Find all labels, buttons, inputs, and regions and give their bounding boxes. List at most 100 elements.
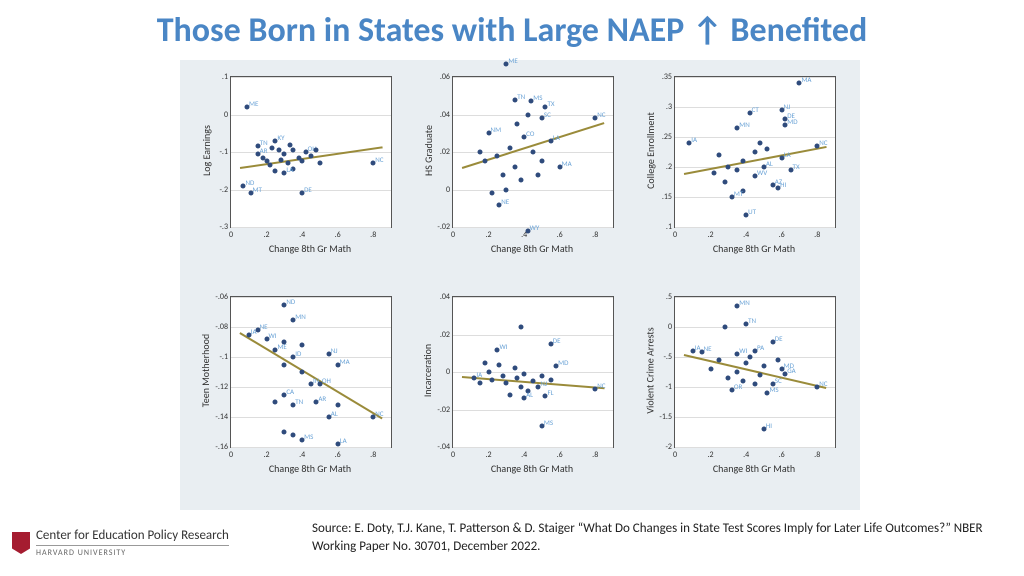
x-tick: 0 — [229, 227, 233, 240]
org-name: Center for Education Policy Research — [36, 528, 229, 543]
scatter-point — [744, 361, 749, 366]
y-tick: 0 — [446, 185, 453, 195]
scatter-point — [300, 343, 305, 348]
point-label: MN — [739, 120, 750, 129]
scatter-point — [287, 142, 292, 147]
x-tick: .6 — [779, 227, 785, 240]
plot-area: .1.15.2.25.3.350.2.4.6.8MANJDECTMNMDIANC… — [674, 76, 836, 228]
scatter-point — [747, 355, 752, 360]
x-tick: 0 — [451, 447, 455, 460]
x-axis-label: Change 8th Gr Math — [674, 242, 834, 255]
plot-area: -.020.02.04.060.2.4.6.8METNMSTXSCNCNMCOL… — [452, 76, 614, 228]
y-axis-label: Incarceration — [420, 290, 436, 450]
x-tick: .6 — [557, 447, 563, 460]
point-label: TN — [517, 92, 525, 101]
x-tick: .2 — [708, 227, 714, 240]
source-citation: Source: E. Doty, T.J. Kane, T. Patterson… — [312, 520, 992, 555]
point-label: AL — [331, 409, 338, 418]
scatter-point — [507, 392, 512, 397]
point-label: KY — [277, 133, 284, 142]
x-tick: 0 — [451, 227, 455, 240]
y-tick: 0 — [224, 110, 231, 120]
point-label: AR — [260, 146, 268, 155]
point-label: NE — [260, 322, 268, 331]
point-label: MD — [558, 358, 568, 367]
point-label: WV — [757, 168, 767, 177]
point-label: WI — [269, 331, 277, 340]
scatter-point — [753, 150, 758, 155]
point-label: CA — [286, 387, 294, 396]
panel-1: HS Graduate-.020.02.04.060.2.4.6.8METNMS… — [420, 70, 620, 275]
y-tick: -.02 — [437, 405, 453, 415]
scatter-point — [761, 364, 766, 369]
x-tick: .8 — [814, 447, 820, 460]
point-label: NJ — [331, 346, 338, 355]
scatter-point — [758, 141, 763, 146]
point-label: MS — [544, 418, 553, 427]
point-label: HI — [780, 180, 786, 189]
point-label: SC — [775, 376, 782, 385]
y-axis-label: Teen Motherhood — [198, 290, 214, 450]
y-tick: .5 — [666, 292, 675, 302]
scatter-point — [726, 376, 731, 381]
scatter-point — [495, 153, 500, 158]
scatter-point — [317, 161, 322, 166]
point-label: MN — [739, 298, 750, 307]
point-label: MS — [533, 93, 542, 102]
x-axis-label: Change 8th Gr Math — [452, 462, 612, 475]
panel-2: College Enrollment.1.15.2.25.3.350.2.4.6… — [642, 70, 842, 275]
y-tick: -.1 — [219, 352, 231, 362]
y-tick: .25 — [662, 132, 675, 142]
y-tick: -.06 — [215, 292, 231, 302]
x-tick: 0 — [673, 447, 677, 460]
trend-line — [239, 332, 382, 419]
scatter-point — [296, 155, 301, 160]
y-tick: -.14 — [215, 412, 231, 422]
y-tick: .02 — [440, 330, 453, 340]
scatter-point — [500, 172, 505, 177]
scatter-point — [518, 178, 523, 183]
x-tick: .2 — [486, 227, 492, 240]
scatter-point — [722, 325, 727, 330]
scatter-point — [735, 168, 740, 173]
y-tick: 0 — [446, 367, 453, 377]
x-tick: .4 — [743, 227, 749, 240]
x-tick: .6 — [779, 447, 785, 460]
scatter-point — [483, 159, 488, 164]
scatter-point — [753, 382, 758, 387]
scatter-point — [708, 367, 713, 372]
scatter-point — [500, 373, 505, 378]
scatter-point — [531, 379, 536, 384]
scatter-point — [525, 112, 530, 117]
plot-area: -.16-.14-.12-.1-.08-.060.2.4.6.8NDMNNEIA… — [230, 296, 392, 448]
point-label: OR — [734, 382, 742, 391]
point-label: DE — [304, 185, 312, 194]
y-tick: .02 — [440, 147, 453, 157]
scatter-point — [765, 147, 770, 152]
scatter-point — [513, 165, 518, 170]
org-univ: HARVARD UNIVERSITY — [36, 545, 229, 558]
y-tick: -.12 — [215, 382, 231, 392]
point-label: PA — [757, 343, 764, 352]
panel-5: Violent Crime Arrests-2-1.5-1-.50.50.2.4… — [642, 290, 842, 495]
scatter-point — [776, 358, 781, 363]
scatter-point — [268, 163, 273, 168]
point-label: AL — [526, 390, 533, 399]
point-label: HI — [766, 421, 772, 430]
scatter-point — [282, 151, 287, 156]
point-label: WI — [739, 346, 747, 355]
scatter-point — [477, 150, 482, 155]
point-label: IA — [691, 135, 697, 144]
x-tick: 0 — [229, 447, 233, 460]
y-tick: -.08 — [215, 322, 231, 332]
scatter-point — [531, 150, 536, 155]
point-label: ME — [277, 342, 286, 351]
scatter-point — [282, 362, 287, 367]
point-label: NC — [597, 381, 605, 390]
point-label: AL — [766, 159, 773, 168]
scatter-point — [518, 385, 523, 390]
point-label: DE — [775, 334, 783, 343]
scatter-point — [548, 377, 553, 382]
point-label: NE — [704, 344, 712, 353]
point-label: MT — [734, 189, 743, 198]
